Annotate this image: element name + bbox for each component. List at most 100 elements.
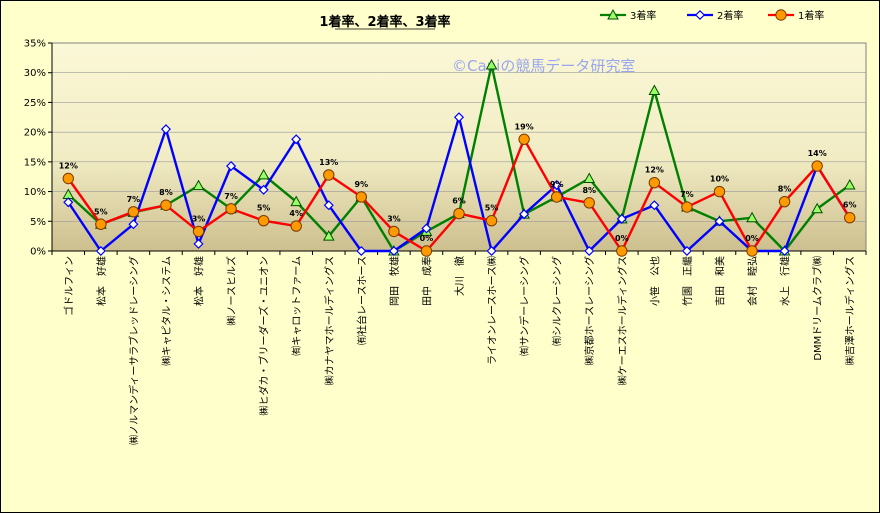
- data-point-1st: [62, 172, 74, 185]
- data-label: 7%: [224, 192, 238, 201]
- x-category-label: ㈱ノルマンディーサラブレッドレーシング: [127, 256, 140, 445]
- data-point-2nd: [356, 245, 367, 257]
- data-point-1st: [778, 195, 791, 208]
- data-label: 8%: [159, 188, 173, 197]
- data-point-1st: [323, 169, 335, 181]
- y-tick-label: 0%: [30, 247, 46, 258]
- data-point-1st: [95, 218, 107, 230]
- data-point-3rd: [290, 195, 303, 207]
- data-point-3rd: [843, 179, 856, 190]
- data-point-3rd: [811, 202, 824, 214]
- series-layer: 12% 5% 7% 8% 3% 7% 5% 4% 13% 9% 3% 0% 6% 5% 19% 9% 8% 0% 1…: [59, 58, 857, 257]
- data-point-3rd: [648, 84, 661, 96]
- x-category-label: 小笹 公也: [648, 256, 661, 306]
- data-point-1st: [583, 197, 595, 209]
- data-label: 8%: [582, 186, 596, 195]
- data-point-1st: [160, 199, 172, 211]
- y-tick-label: 5%: [30, 217, 46, 228]
- data-point-2nd: [681, 245, 692, 257]
- data-point-3rd: [746, 211, 758, 223]
- data-label: 0%: [615, 234, 629, 243]
- data-point-1st: [420, 245, 433, 257]
- chart-title: 1着率、2着率、3着率: [319, 14, 450, 30]
- legend-item: 1着率: [768, 9, 824, 22]
- data-point-1st: [388, 225, 400, 238]
- data-label: 5%: [485, 204, 499, 213]
- data-point-1st: [257, 214, 270, 227]
- x-category-label: 岡田 牧雄: [388, 256, 401, 306]
- legend-item: 2着率: [687, 9, 743, 22]
- legend-label: 2着率: [717, 9, 743, 22]
- data-point-3rd: [192, 179, 205, 191]
- x-axis: ゴドルフィン 松本 好雄 ㈱ノルマンディーサラブレッドレーシング ㈱キャピタル・システ…: [51, 250, 867, 445]
- data-point-1st: [225, 203, 237, 215]
- x-category-label: 田中 成奉: [420, 256, 433, 306]
- x-category-label: ㈲サンデーレーシング: [518, 256, 531, 356]
- data-label: 14%: [808, 149, 827, 158]
- data-label: 7%: [680, 190, 694, 199]
- data-point-2nd: [551, 179, 562, 191]
- data-label: 19%: [515, 122, 534, 131]
- x-category-label: 竹園 正繼: [681, 256, 694, 306]
- legend-label: 3着率: [630, 9, 656, 22]
- data-point-2nd: [160, 124, 172, 135]
- data-point-1st: [192, 225, 205, 238]
- x-category-label: ゴドルフィン: [62, 256, 75, 316]
- data-point-1st: [648, 176, 661, 189]
- data-point-3rd: [257, 168, 270, 180]
- data-point-1st: [485, 214, 498, 227]
- data-point-3rd: [607, 8, 619, 20]
- data-point-2nd: [453, 112, 465, 123]
- data-label: 12%: [59, 161, 78, 170]
- data-point-1st: [713, 185, 726, 198]
- data-point-2nd: [649, 200, 660, 211]
- data-point-1st: [290, 220, 302, 232]
- data-point-2nd: [63, 197, 74, 208]
- x-category-label: ㈱ヒダカ・ブリーダーズ・ユニオン: [258, 256, 271, 416]
- y-tick-label: 30%: [24, 68, 46, 79]
- x-category-label: 水上 行雄: [779, 256, 792, 306]
- x-category-label: 松本 好雄: [95, 256, 108, 306]
- data-point-1st: [127, 206, 140, 218]
- x-category-label: ライオンレースホース㈱: [487, 256, 499, 365]
- data-label: 7%: [127, 195, 141, 204]
- data-label: 6%: [452, 197, 466, 206]
- x-category-label: ㈱京都ホースレーシング: [583, 256, 596, 365]
- y-tick-label: 20%: [24, 128, 46, 139]
- data-point-1st: [811, 160, 823, 172]
- legend-label: 1着率: [798, 9, 824, 22]
- y-tick-label: 10%: [24, 187, 46, 198]
- data-label: 5%: [257, 204, 271, 213]
- data-point-1st: [746, 245, 758, 257]
- data-label: 8%: [778, 185, 792, 194]
- data-label: 0%: [745, 234, 759, 243]
- x-category-label: ㈲キャロットファーム: [291, 256, 303, 356]
- x-category-label: ㈱カナヤマホールディングス: [323, 256, 336, 385]
- data-point-1st: [355, 191, 368, 203]
- data-point-1st: [844, 212, 856, 224]
- y-tick-label: 35%: [24, 39, 46, 50]
- data-point-2nd: [486, 245, 497, 257]
- watermark-text: ©Caniの競馬データ研究室: [452, 57, 635, 75]
- data-point-3rd: [322, 230, 335, 241]
- data-label: 9%: [550, 180, 564, 189]
- x-category-label: 会村 睦弘: [746, 256, 759, 306]
- data-label: 3%: [192, 214, 206, 223]
- x-category-label: 吉田 和美: [713, 256, 726, 306]
- data-point-2nd: [584, 245, 595, 257]
- data-point-2nd: [95, 245, 106, 257]
- data-label: 9%: [355, 180, 369, 189]
- data-point-1st: [453, 207, 465, 220]
- data-point-2nd: [193, 238, 204, 249]
- data-point-2nd: [779, 245, 790, 257]
- y-tick-label: 25%: [24, 98, 46, 109]
- x-category-label: 大川 徹: [453, 256, 466, 296]
- data-label: 4%: [289, 209, 303, 218]
- data-point-2nd: [226, 160, 237, 172]
- x-category-label: ㈱吉澤ホールディングス: [844, 256, 857, 365]
- data-point-2nd: [258, 184, 269, 195]
- data-point-2nd: [519, 209, 530, 220]
- data-point-2nd: [694, 9, 706, 21]
- data-point-3rd: [485, 58, 498, 70]
- data-point-1st: [550, 191, 563, 203]
